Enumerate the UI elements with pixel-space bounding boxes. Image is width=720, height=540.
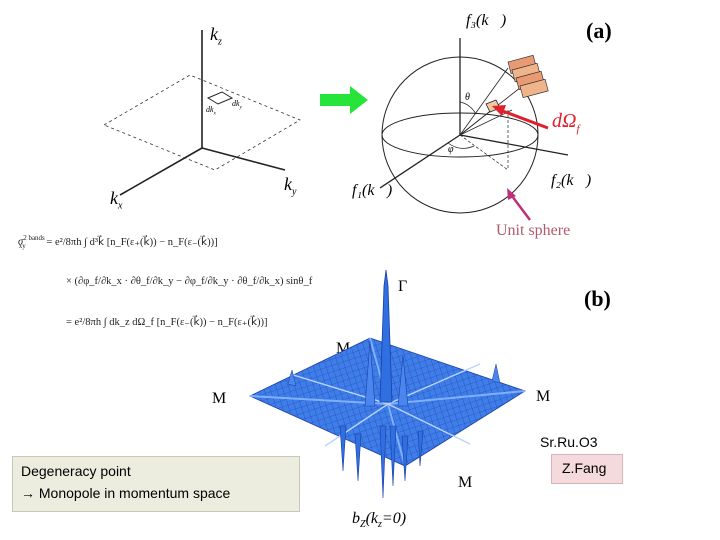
f3-axis-label: f₃(k⃗) [466,12,507,29]
kspace-axes-diagram [103,30,301,196]
berry-curvature-surface [249,269,526,499]
equation-line-1: σ2 bandsxy = e²/8πh ∫ d³k⃗ [n_F(ε₊(k⃗)) … [18,234,218,250]
f1-axis-label: f₁(k⃗) [352,182,393,199]
unit-sphere-label: Unit sphere [496,222,571,239]
patch-dkx-label: dkx [206,105,216,117]
author-box: Z.Fang [551,454,623,484]
bz-caption: bZ(kz=0) [352,510,407,531]
degeneracy-line-2: → Monopole in momentum space [21,485,231,501]
gamma-label: Γ [398,278,408,295]
author-label: Z.Fang [562,460,607,476]
material-label: Sr.Ru.O3 [540,434,598,450]
panel-b-label: (b) [584,286,611,311]
solid-angle-label: dΩf⃗ [552,110,589,135]
m-label-left: M [212,390,227,407]
m-label-bottom: M [458,474,473,491]
degeneracy-line-1: Degeneracy point [21,463,131,479]
theta-label: θ [465,92,470,103]
panel-a-label: (a) [586,18,612,43]
f2-axis-label: f₂(k⃗) [551,172,592,189]
m-label-right: M [536,388,551,405]
unit-sphere-diagram [379,38,569,221]
equation-line-3: = e²/8πh ∫ dk_z dΩ_f [n_F(ε₋(k⃗)) − n_F(… [66,317,268,328]
green-arrow-icon [320,86,368,114]
phi-label: φ [448,144,454,155]
equation-line-2: × (∂φ_f/∂k_x · ∂θ_f/∂k_y − ∂φ_f/∂k_y · ∂… [66,276,313,287]
ky-axis-label: ky [284,174,297,198]
degeneracy-note-box: Degeneracy point → Monopole in momentum … [12,456,300,512]
patch-dky-label: dky [232,99,242,111]
kx-axis-label: kx [110,188,123,212]
kz-axis-label: kz [210,24,222,48]
